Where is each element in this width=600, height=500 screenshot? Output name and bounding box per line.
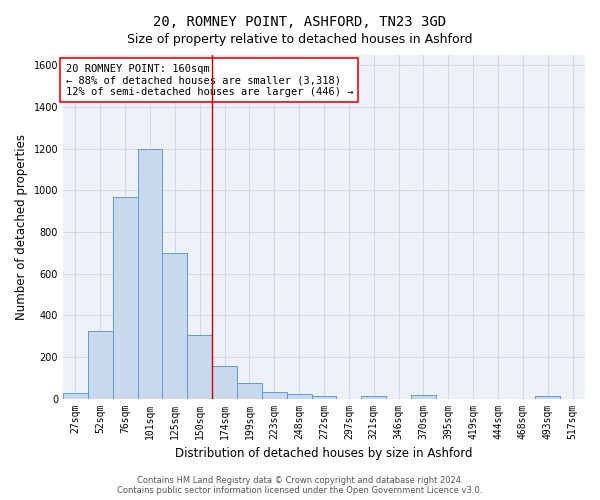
Bar — [187, 335, 212, 398]
Bar — [163, 253, 187, 398]
Bar — [535, 396, 560, 398]
Bar — [287, 394, 311, 398]
Bar — [311, 396, 337, 398]
Text: 20, ROMNEY POINT, ASHFORD, TN23 3GD: 20, ROMNEY POINT, ASHFORD, TN23 3GD — [154, 15, 446, 29]
Bar — [88, 331, 113, 398]
Bar — [411, 396, 436, 398]
Bar — [212, 366, 237, 398]
Bar — [262, 392, 287, 398]
Bar — [63, 394, 88, 398]
Bar — [137, 148, 163, 398]
X-axis label: Distribution of detached houses by size in Ashford: Distribution of detached houses by size … — [175, 447, 473, 460]
Y-axis label: Number of detached properties: Number of detached properties — [15, 134, 28, 320]
Bar — [361, 396, 386, 398]
Bar — [237, 383, 262, 398]
Bar — [113, 196, 137, 398]
Text: Contains HM Land Registry data © Crown copyright and database right 2024.
Contai: Contains HM Land Registry data © Crown c… — [118, 476, 482, 495]
Text: 20 ROMNEY POINT: 160sqm
← 88% of detached houses are smaller (3,318)
12% of semi: 20 ROMNEY POINT: 160sqm ← 88% of detache… — [65, 64, 353, 97]
Text: Size of property relative to detached houses in Ashford: Size of property relative to detached ho… — [127, 32, 473, 46]
